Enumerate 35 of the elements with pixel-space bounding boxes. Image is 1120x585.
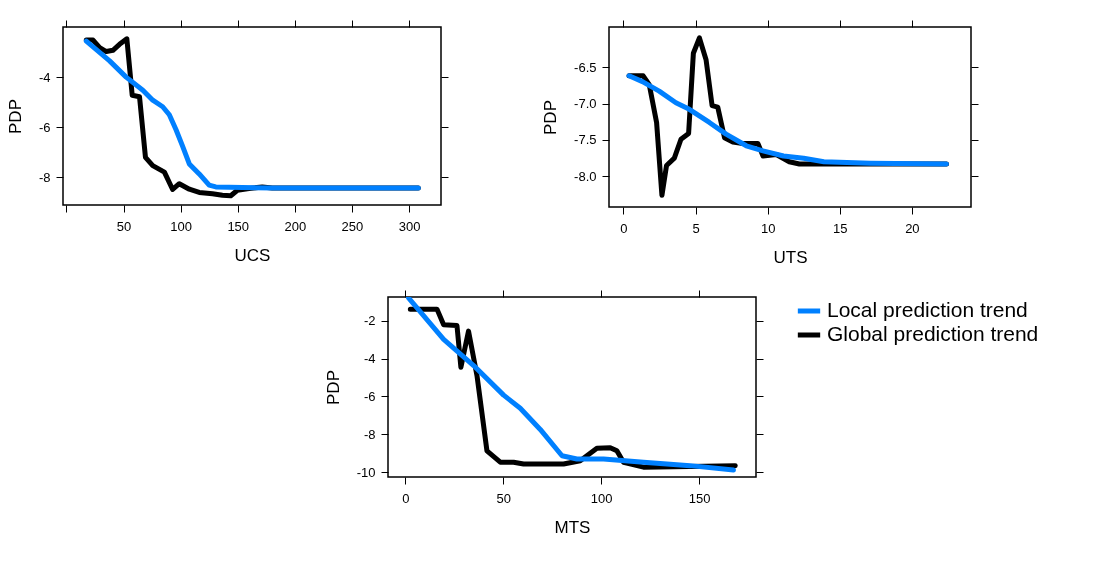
y-tick-label: -6 [363, 388, 376, 404]
x-axis-title: UCS [234, 245, 271, 265]
x-tick-label: 300 [398, 218, 421, 234]
y-axis-title: PDP [323, 370, 343, 405]
y-tick-label: -7.0 [574, 96, 597, 112]
y-tick-label: -8 [38, 169, 51, 185]
x-tick-label: 150 [688, 490, 711, 506]
x-tick-label: 20 [905, 220, 920, 236]
x-tick-label: 100 [590, 490, 613, 506]
x-tick-label: 0 [402, 490, 410, 506]
x-axis-title: UTS [773, 247, 808, 267]
y-tick-label: -4 [38, 69, 51, 85]
x-tick-label: 15 [833, 220, 848, 236]
x-tick-label: 0 [620, 220, 628, 236]
y-axis-title: PDP [5, 99, 25, 134]
y-tick-label: -2 [363, 313, 376, 329]
legend-label: Local prediction trend [827, 298, 1028, 321]
y-tick-label: -6.5 [574, 59, 597, 75]
y-tick-label: -6 [38, 119, 51, 135]
y-tick-label: -4 [363, 351, 376, 367]
x-axis-title: MTS [554, 517, 591, 537]
x-tick-label: 250 [341, 218, 364, 234]
y-tick-label: -10 [356, 464, 376, 480]
y-tick-label: -8 [363, 426, 376, 442]
x-tick-label: 50 [496, 490, 511, 506]
x-tick-label: 10 [760, 220, 776, 236]
x-tick-label: 50 [116, 218, 132, 234]
y-axis-title: PDP [541, 100, 561, 135]
x-tick-label: 5 [692, 220, 700, 236]
x-tick-label: 200 [284, 218, 307, 234]
x-tick-label: 100 [170, 218, 192, 234]
y-tick-label: -7.5 [574, 132, 597, 148]
y-tick-label: -8.0 [574, 168, 597, 184]
x-tick-label: 150 [227, 218, 250, 234]
legend-label: Global prediction trend [827, 322, 1039, 345]
